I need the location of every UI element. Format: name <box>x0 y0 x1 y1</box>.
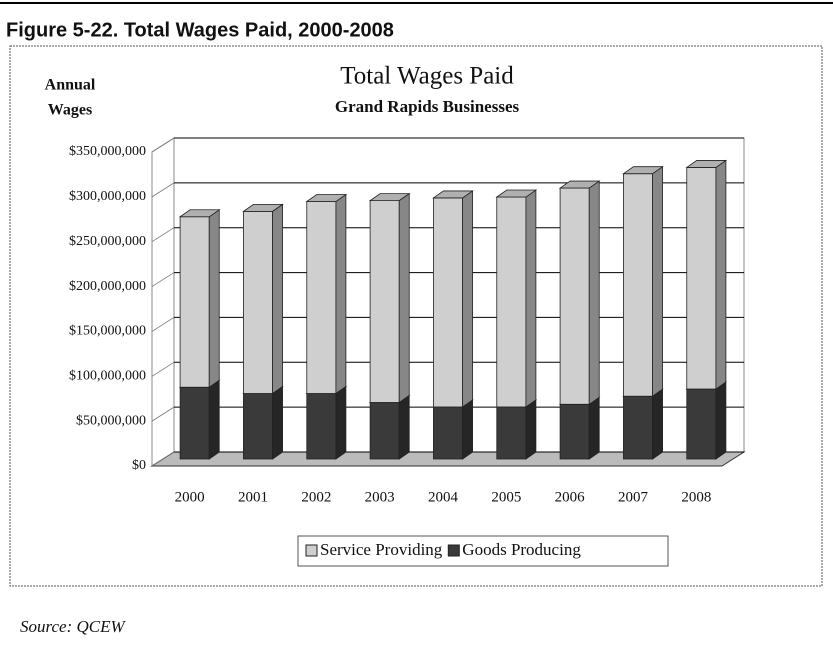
grid-line-side <box>151 451 175 467</box>
bar <box>243 210 273 394</box>
y-axis-label: Wages <box>48 102 92 119</box>
bar <box>433 406 463 460</box>
bar-top <box>432 190 474 199</box>
legend-label: Service Providing <box>320 540 443 559</box>
x-tick-label: 2007 <box>618 489 649 505</box>
bar <box>369 402 400 460</box>
y-tick-label: $150,000,000 <box>69 324 146 339</box>
bar-top <box>622 166 664 175</box>
grid-line-side <box>151 182 175 198</box>
bar <box>623 395 653 460</box>
legend-label: Goods Producing <box>462 540 581 559</box>
bar <box>496 196 527 408</box>
bar-side <box>208 379 220 460</box>
grid-line-side <box>151 406 175 422</box>
bar-side <box>525 189 537 408</box>
bar-side <box>272 385 283 460</box>
bar-side <box>588 396 600 460</box>
y-tick-label: $0 <box>132 458 146 473</box>
bar-side <box>208 209 220 388</box>
x-tick-label: 2008 <box>681 489 711 505</box>
bar-top <box>178 209 221 218</box>
y-tick-label: $250,000,000 <box>69 234 146 249</box>
y-tick-label: $50,000,000 <box>76 413 146 428</box>
bar-side <box>652 388 663 460</box>
bar <box>559 403 590 460</box>
y-axis-label: Annual <box>45 77 96 94</box>
grid-line-side <box>151 137 175 153</box>
bar-side <box>588 180 600 406</box>
bar-side <box>335 193 347 395</box>
source-note: Source: QCEW <box>20 617 126 636</box>
bar <box>686 388 717 460</box>
bar <box>306 393 337 460</box>
bar <box>243 393 273 460</box>
x-tick-label: 2005 <box>491 489 521 505</box>
legend-swatch <box>305 544 318 557</box>
bar-top <box>558 180 601 189</box>
chart-frame <box>9 45 823 587</box>
bar <box>306 201 337 394</box>
bar <box>496 406 527 460</box>
bar-side <box>462 399 473 460</box>
bar-side <box>715 159 727 390</box>
bar-top <box>242 203 284 212</box>
bar-top <box>368 193 411 202</box>
x-tick-label: 2001 <box>238 489 268 505</box>
legend-swatch <box>447 544 460 557</box>
bar-top <box>305 194 348 202</box>
figure-header: Figure 5-22. Total Wages Paid, 2000-2008 <box>6 19 394 41</box>
bar-side <box>462 190 473 408</box>
bar <box>179 386 210 460</box>
x-tick-label: 2004 <box>428 489 459 505</box>
grid-line-side <box>151 317 175 332</box>
x-tick-label: 2002 <box>301 489 331 505</box>
legend: Service Providing Goods Producing <box>297 535 669 567</box>
bar-side <box>398 192 410 404</box>
grid-line-side <box>151 272 175 287</box>
side-wall <box>151 137 175 467</box>
bar-top <box>685 160 728 168</box>
chart-subtitle: Grand Rapids Businesses <box>335 97 520 116</box>
y-tick-label: $100,000,000 <box>69 369 146 384</box>
bar <box>179 216 210 388</box>
bar-side <box>335 385 347 460</box>
y-tick-label: $350,000,000 <box>69 144 146 159</box>
bar <box>369 200 400 403</box>
chart-title: Total Wages Paid <box>340 63 514 90</box>
bar <box>686 167 717 390</box>
bar-side <box>272 203 283 395</box>
x-tick-label: 2003 <box>365 489 395 505</box>
x-tick-label: 2000 <box>175 489 205 505</box>
grid-line-side <box>151 227 175 243</box>
bar <box>559 187 590 405</box>
grid-line-side <box>151 361 175 377</box>
bar-side <box>398 394 410 460</box>
y-tick-label: $200,000,000 <box>69 279 146 294</box>
bar <box>623 173 653 397</box>
y-tick-label: $300,000,000 <box>69 189 146 204</box>
legend-box <box>297 535 669 567</box>
bar-top <box>495 189 538 198</box>
bar-side <box>652 165 663 397</box>
bar-side <box>715 381 727 460</box>
bar-side <box>525 399 537 460</box>
x-tick-label: 2006 <box>555 489 586 505</box>
bar <box>433 197 463 408</box>
